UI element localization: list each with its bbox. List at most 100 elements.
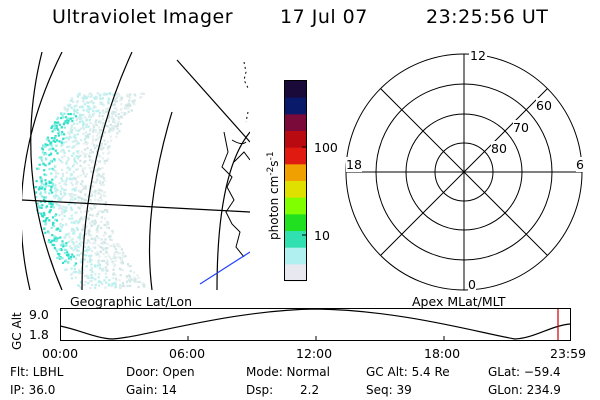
- polar-plot: [345, 53, 583, 291]
- geographic-label: Geographic Lat/Lon: [70, 294, 192, 309]
- aurora-pixel: [126, 103, 129, 106]
- aurora-pixel: [104, 266, 107, 269]
- aurora-pixel: [83, 210, 87, 213]
- unit-exp2: -1: [266, 151, 276, 161]
- aurora-pixel: [78, 269, 81, 272]
- colorbar-segment: [285, 81, 306, 99]
- aurora-pixel: [98, 210, 101, 213]
- aurora-pixel: [102, 267, 105, 270]
- aurora-pixel: [93, 195, 96, 198]
- aurora-pixel: [120, 96, 123, 99]
- aurora-pixel: [114, 259, 117, 262]
- aurora-pixel: [77, 129, 80, 132]
- aurora-pixel: [121, 281, 124, 285]
- aurora-pixel: [101, 269, 105, 272]
- aurora-pixel: [65, 140, 68, 143]
- aurora-pixel: [71, 146, 74, 149]
- aurora-pixel: [82, 269, 85, 272]
- aurora-pixel: [113, 107, 116, 110]
- aurora-pixel: [48, 167, 51, 171]
- aurora-pixel: [56, 189, 59, 192]
- aurora-pixel: [90, 263, 93, 266]
- aurora-pixel: [43, 227, 46, 230]
- aurora-pixel: [84, 187, 87, 190]
- aurora-pixel: [85, 274, 88, 277]
- aurora-pixel: [119, 256, 122, 259]
- aurora-pixel: [58, 140, 61, 143]
- aurora-pixel: [140, 92, 144, 95]
- aurora-pixel: [104, 93, 107, 96]
- aurora-pixel: [114, 247, 117, 251]
- aurora-pixel: [41, 186, 44, 189]
- aurora-pixel: [129, 265, 132, 268]
- aurora-pixel: [96, 175, 100, 178]
- aurora-pixel: [143, 284, 146, 287]
- aurora-pixel: [90, 276, 93, 279]
- aurora-pixel: [83, 103, 86, 106]
- aurora-pixel: [106, 226, 109, 229]
- aurora-pixel: [84, 95, 87, 98]
- aurora-pixel: [69, 167, 72, 170]
- aurora-pixel: [43, 199, 46, 202]
- aurora-pixel: [83, 161, 86, 164]
- aurora-pixel: [56, 116, 60, 119]
- aurora-pixel: [83, 138, 87, 141]
- aurora-pixel: [79, 113, 82, 116]
- aurora-pixel: [94, 242, 97, 245]
- aurora-pixel: [97, 259, 100, 262]
- aurora-pixel: [83, 94, 86, 97]
- aurora-pixel: [87, 111, 90, 114]
- aurora-pixel: [96, 169, 99, 172]
- aurora-pixel: [117, 93, 120, 96]
- aurora-pixel: [66, 159, 69, 162]
- aurora-pixel: [95, 110, 98, 113]
- aurora-pixel: [99, 144, 102, 148]
- orbit-altitude-curve: [60, 308, 571, 340]
- aurora-pixel: [67, 120, 70, 123]
- aurora-pixel: [105, 232, 108, 235]
- aurora-pixel: [77, 142, 80, 145]
- aurora-pixel: [111, 230, 114, 233]
- aurora-pixel: [72, 171, 75, 174]
- aurora-pixel: [118, 130, 121, 133]
- aurora-pixel: [85, 96, 88, 99]
- aurora-pixel: [60, 249, 63, 252]
- aurora-pixel: [63, 214, 66, 218]
- aurora-pixel: [76, 227, 79, 230]
- aurora-pixel: [65, 162, 68, 165]
- aurora-pixel: [67, 158, 70, 161]
- aurora-pixel: [35, 196, 38, 199]
- aurora-pixel: [105, 124, 108, 127]
- aurora-pixel: [104, 201, 108, 204]
- aurora-pixel: [78, 220, 81, 223]
- aurora-pixel: [89, 155, 92, 159]
- aurora-pixel: [126, 93, 129, 96]
- aurora-pixel: [80, 200, 83, 203]
- aurora-pixel: [97, 244, 100, 247]
- aurora-pixel: [96, 137, 100, 140]
- aurora-pixel: [60, 126, 63, 129]
- aurora-pixel: [103, 139, 106, 142]
- aurora-pixel: [114, 256, 117, 259]
- aurora-pixel: [57, 204, 60, 207]
- aurora-pixel: [106, 210, 109, 213]
- aurora-pixel: [76, 108, 79, 111]
- aurora-pixel: [121, 261, 124, 264]
- aurora-pixel: [125, 275, 128, 278]
- aurora-pixel: [107, 115, 110, 118]
- aurora-pixel: [77, 284, 80, 287]
- aurora-pixel: [85, 101, 88, 104]
- aurora-pixel: [75, 240, 78, 243]
- aurora-pixel: [59, 193, 62, 196]
- aurora-pixel: [67, 105, 70, 108]
- aurora-pixel: [92, 242, 95, 245]
- aurora-pixel: [89, 260, 92, 263]
- aurora-pixel: [75, 249, 78, 252]
- info-door: Door: Open: [126, 365, 195, 379]
- aurora-pixel: [112, 93, 115, 96]
- aurora-pixel: [70, 277, 73, 280]
- aurora-pixel: [66, 145, 69, 148]
- aurora-pixel: [51, 130, 54, 133]
- aurora-pixel: [73, 229, 76, 232]
- info-filter: Flt: LBHL: [10, 365, 64, 379]
